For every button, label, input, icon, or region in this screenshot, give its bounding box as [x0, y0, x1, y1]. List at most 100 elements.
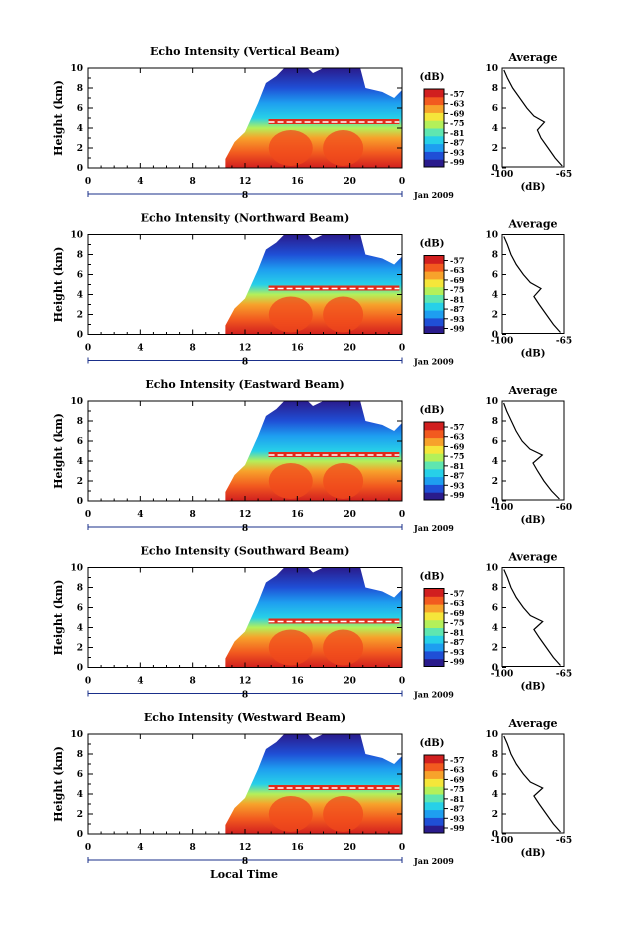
- x-tick-label: 0: [399, 510, 405, 520]
- y-tick-label: 4: [77, 624, 83, 634]
- echo-core-afternoon: [268, 629, 313, 666]
- average-frame: [501, 67, 565, 168]
- colorbar-tick-label: -99: [450, 823, 465, 833]
- colorbar-segment: [424, 104, 444, 113]
- y-tick-label: 10: [70, 564, 83, 574]
- echo-field: [225, 734, 402, 834]
- x-tick-label: 12: [239, 843, 252, 853]
- x-tick-label: 0: [399, 177, 405, 187]
- colorbar-segment: [424, 317, 444, 327]
- x-tick-label: 20: [343, 177, 356, 187]
- y-tick-label: 10: [70, 397, 83, 407]
- colorbar-segment: [424, 263, 444, 272]
- colorbar-segment: [424, 89, 444, 98]
- colorbar-unit: (dB): [420, 405, 445, 416]
- colorbar-segment: [424, 619, 444, 628]
- average-frame: [501, 567, 565, 667]
- average-y-tick-label: 0: [492, 497, 498, 507]
- x-tick-label: 0: [85, 677, 91, 687]
- y-tick-label: 8: [77, 417, 83, 427]
- colorbar-tick-label: -87: [450, 304, 464, 314]
- echo-core-afternoon: [268, 463, 313, 499]
- colorbar-tick-label: -63: [450, 598, 465, 608]
- colorbar-unit: (dB): [420, 72, 445, 83]
- colorbar-tick-label: -69: [450, 774, 465, 784]
- colorbar-segment: [424, 492, 444, 501]
- average-panel: Average 0 2 4 6 8 10 -100 -60 (dB): [485, 384, 572, 526]
- colorbar-tick-label: -99: [450, 157, 465, 167]
- panel-5: Echo Intensity (Westward Beam) 0 2 4 6 8 10 0 4 8…: [52, 711, 572, 867]
- average-x-label: (dB): [521, 848, 546, 859]
- average-profile-line: [503, 735, 561, 833]
- colorbar-tick-label: -81: [450, 461, 464, 471]
- colorbar-segment: [424, 809, 444, 818]
- x-tick-label: 8: [190, 677, 196, 687]
- colorbar-frame: [423, 421, 445, 501]
- average-y-tick-label: 10: [485, 730, 498, 740]
- average-x-tick-label: -60: [556, 503, 572, 513]
- panel-2: Echo Intensity (Northward Beam) 0 2 4 6 8 10 0 4…: [52, 212, 572, 368]
- x-axis-label: Local Time: [210, 868, 278, 881]
- colorbar-segment: [424, 794, 444, 803]
- average-y-tick-label: 8: [492, 584, 498, 594]
- average-x-tick-label: -100: [491, 337, 514, 347]
- average-panel: Average 0 2 4 6 8 10 -100 -65 (dB): [485, 551, 572, 693]
- echo-core-evening: [323, 796, 364, 832]
- y-tick-label: 0: [77, 331, 83, 341]
- y-tick-label: 0: [77, 497, 83, 507]
- average-y-tick-label: 2: [492, 477, 498, 487]
- y-tick-label: 2: [77, 311, 83, 321]
- colorbar-segment: [424, 762, 444, 772]
- average-y-tick-label: 0: [492, 664, 498, 674]
- x-tick-label: 0: [399, 677, 405, 687]
- average-y-tick-label: 4: [492, 624, 498, 634]
- colorbar-segment: [424, 461, 444, 470]
- x-tick-label: 16: [291, 843, 304, 853]
- colorbar-segment: [424, 286, 444, 295]
- average-title: Average: [507, 218, 557, 231]
- x-tick-label: 20: [343, 510, 356, 520]
- colorbar-tick-label: -57: [450, 422, 464, 432]
- x-tick-label: 4: [137, 177, 143, 187]
- colorbar-segment: [424, 778, 444, 787]
- x-tick-label: 20: [343, 843, 356, 853]
- colorbar-frame: [423, 88, 445, 168]
- colorbar-segment: [424, 120, 444, 129]
- y-tick-label: 0: [77, 830, 83, 840]
- average-panel: Average 0 2 4 6 8 10 -100 -65 (dB): [485, 218, 572, 360]
- y-tick-label: 6: [77, 104, 83, 114]
- average-profile-line: [503, 236, 561, 333]
- colorbar-tick-label: -57: [450, 256, 464, 266]
- average-x-tick-label: -65: [556, 170, 572, 180]
- colorbar-segment: [424, 468, 444, 478]
- colorbar-tick-label: -63: [450, 99, 465, 109]
- average-x-label: (dB): [521, 682, 546, 693]
- colorbar-tick-label: -99: [450, 657, 465, 667]
- y-tick-label: 2: [77, 810, 83, 820]
- y-tick-label: 2: [77, 644, 83, 654]
- average-title: Average: [507, 51, 557, 64]
- y-tick-label: 0: [77, 664, 83, 674]
- echo-core-evening: [323, 130, 364, 166]
- colorbar-tick-label: -57: [450, 589, 464, 599]
- colorbar-tick-label: -87: [450, 471, 464, 481]
- x-tick-label: 16: [291, 177, 304, 187]
- average-y-tick-label: 2: [492, 311, 498, 321]
- x-tick-label: 0: [85, 510, 91, 520]
- colorbar-tick-label: -69: [450, 108, 465, 118]
- colorbar-tick-label: -75: [450, 618, 464, 628]
- y-tick-label: 4: [77, 124, 83, 134]
- x-tick-label: 8: [190, 843, 196, 853]
- colorbar-tick-label: -69: [450, 608, 465, 618]
- average-y-tick-label: 6: [492, 104, 498, 114]
- colorbar-tick-label: -81: [450, 128, 464, 138]
- panel-title: Echo Intensity (Westward Beam): [144, 711, 346, 724]
- colorbar-tick-label: -69: [450, 275, 465, 285]
- average-x-tick-label: -100: [491, 836, 514, 846]
- colorbar-segment: [424, 801, 444, 811]
- average-y-tick-label: 10: [485, 564, 498, 574]
- average-y-tick-label: 6: [492, 604, 498, 614]
- colorbar-unit: (dB): [420, 239, 445, 250]
- average-y-tick-label: 4: [492, 124, 498, 134]
- average-y-tick-label: 2: [492, 644, 498, 654]
